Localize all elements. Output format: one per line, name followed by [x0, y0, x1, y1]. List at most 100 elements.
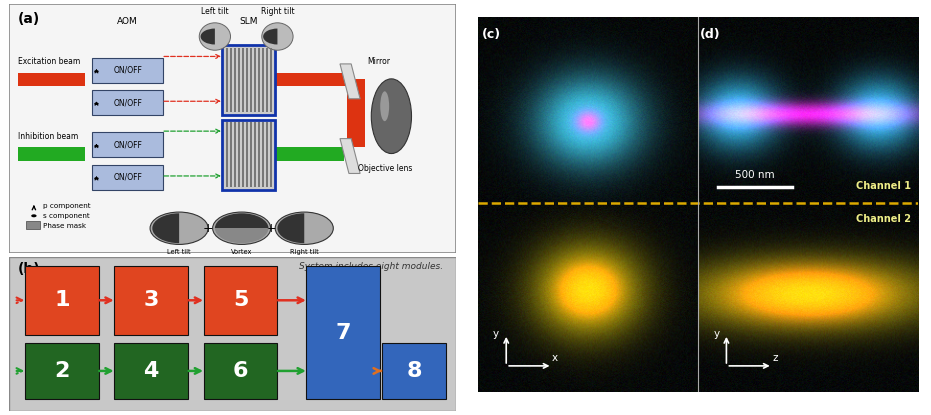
Bar: [250, 48, 252, 112]
Text: Mirror: Mirror: [367, 57, 390, 66]
Bar: [230, 122, 232, 187]
FancyBboxPatch shape: [92, 165, 164, 190]
Text: System includes eight modules.: System includes eight modules.: [299, 262, 443, 271]
Bar: [254, 48, 256, 112]
Text: Right tilt: Right tilt: [261, 7, 294, 16]
Ellipse shape: [199, 23, 231, 50]
Text: ON/OFF: ON/OFF: [114, 140, 142, 149]
Circle shape: [94, 103, 99, 105]
Ellipse shape: [371, 79, 412, 154]
Circle shape: [94, 145, 99, 147]
Text: +: +: [203, 222, 213, 235]
Text: 1: 1: [54, 290, 70, 310]
FancyBboxPatch shape: [204, 342, 277, 399]
Text: x: x: [551, 354, 558, 364]
Text: (a): (a): [19, 12, 40, 26]
Text: y: y: [493, 329, 499, 339]
Bar: [246, 122, 248, 187]
Text: ON/OFF: ON/OFF: [114, 98, 142, 107]
Text: (b): (b): [19, 262, 41, 276]
FancyBboxPatch shape: [25, 266, 99, 335]
Bar: [273, 147, 344, 161]
Text: (d): (d): [700, 28, 721, 41]
Text: 7: 7: [335, 322, 351, 342]
Bar: [230, 48, 232, 112]
Wedge shape: [277, 213, 304, 243]
Wedge shape: [263, 29, 277, 44]
FancyBboxPatch shape: [306, 266, 380, 399]
Bar: [19, 147, 86, 161]
Text: +: +: [265, 222, 277, 235]
Text: ON/OFF: ON/OFF: [114, 66, 142, 75]
Text: Left tilt: Left tilt: [168, 249, 191, 255]
Text: y: y: [714, 329, 720, 339]
Bar: [270, 122, 272, 187]
Bar: [234, 122, 236, 187]
Bar: [226, 122, 228, 187]
Ellipse shape: [380, 91, 389, 121]
Circle shape: [150, 212, 209, 244]
Text: z: z: [772, 354, 777, 364]
Polygon shape: [340, 139, 360, 173]
Wedge shape: [215, 228, 268, 243]
Text: AOM: AOM: [117, 17, 138, 26]
Text: Channel 2: Channel 2: [857, 214, 911, 224]
Bar: [234, 48, 236, 112]
Text: s component: s component: [43, 213, 89, 219]
Circle shape: [94, 177, 99, 180]
Text: ON/OFF: ON/OFF: [114, 173, 142, 182]
Bar: [266, 48, 268, 112]
Text: SLM: SLM: [239, 17, 258, 26]
Text: (c): (c): [482, 28, 501, 41]
Text: 2: 2: [54, 361, 70, 381]
FancyBboxPatch shape: [115, 266, 188, 335]
FancyBboxPatch shape: [383, 342, 446, 399]
FancyBboxPatch shape: [25, 342, 99, 399]
Text: Phase mask: Phase mask: [43, 223, 86, 229]
Bar: [263, 122, 264, 187]
Text: 8: 8: [406, 361, 422, 381]
Bar: [254, 122, 256, 187]
Bar: [242, 48, 244, 112]
Bar: [246, 48, 248, 112]
Circle shape: [32, 214, 36, 217]
Text: Right tilt: Right tilt: [290, 249, 318, 255]
Polygon shape: [340, 64, 360, 99]
FancyBboxPatch shape: [204, 266, 277, 335]
Bar: [346, 79, 365, 147]
Bar: [258, 122, 260, 187]
Bar: [238, 48, 240, 112]
Text: 500 nm: 500 nm: [735, 170, 775, 180]
Circle shape: [94, 70, 99, 73]
Text: Inhibition beam: Inhibition beam: [19, 132, 78, 141]
Bar: [238, 122, 240, 187]
Bar: [270, 48, 272, 112]
FancyBboxPatch shape: [222, 120, 276, 190]
Bar: [26, 221, 40, 229]
Text: Vortex: Vortex: [231, 249, 252, 255]
Text: Excitation beam: Excitation beam: [19, 57, 80, 66]
Text: Channel 1: Channel 1: [857, 181, 911, 191]
Circle shape: [212, 212, 271, 244]
Text: 3: 3: [143, 290, 159, 310]
FancyBboxPatch shape: [92, 58, 164, 83]
Bar: [242, 122, 244, 187]
Bar: [19, 73, 86, 86]
Bar: [263, 48, 264, 112]
Text: p component: p component: [43, 203, 90, 209]
Bar: [258, 48, 260, 112]
Text: 6: 6: [233, 361, 249, 381]
Text: 5: 5: [233, 290, 249, 310]
Text: 4: 4: [143, 361, 159, 381]
Wedge shape: [153, 213, 179, 243]
Bar: [250, 122, 252, 187]
Bar: [226, 48, 228, 112]
Circle shape: [276, 212, 333, 244]
FancyBboxPatch shape: [92, 90, 164, 115]
Wedge shape: [215, 213, 268, 228]
Text: Objective lens: Objective lens: [358, 164, 412, 173]
FancyBboxPatch shape: [115, 342, 188, 399]
FancyBboxPatch shape: [92, 132, 164, 157]
Ellipse shape: [262, 23, 293, 50]
Wedge shape: [200, 29, 215, 44]
